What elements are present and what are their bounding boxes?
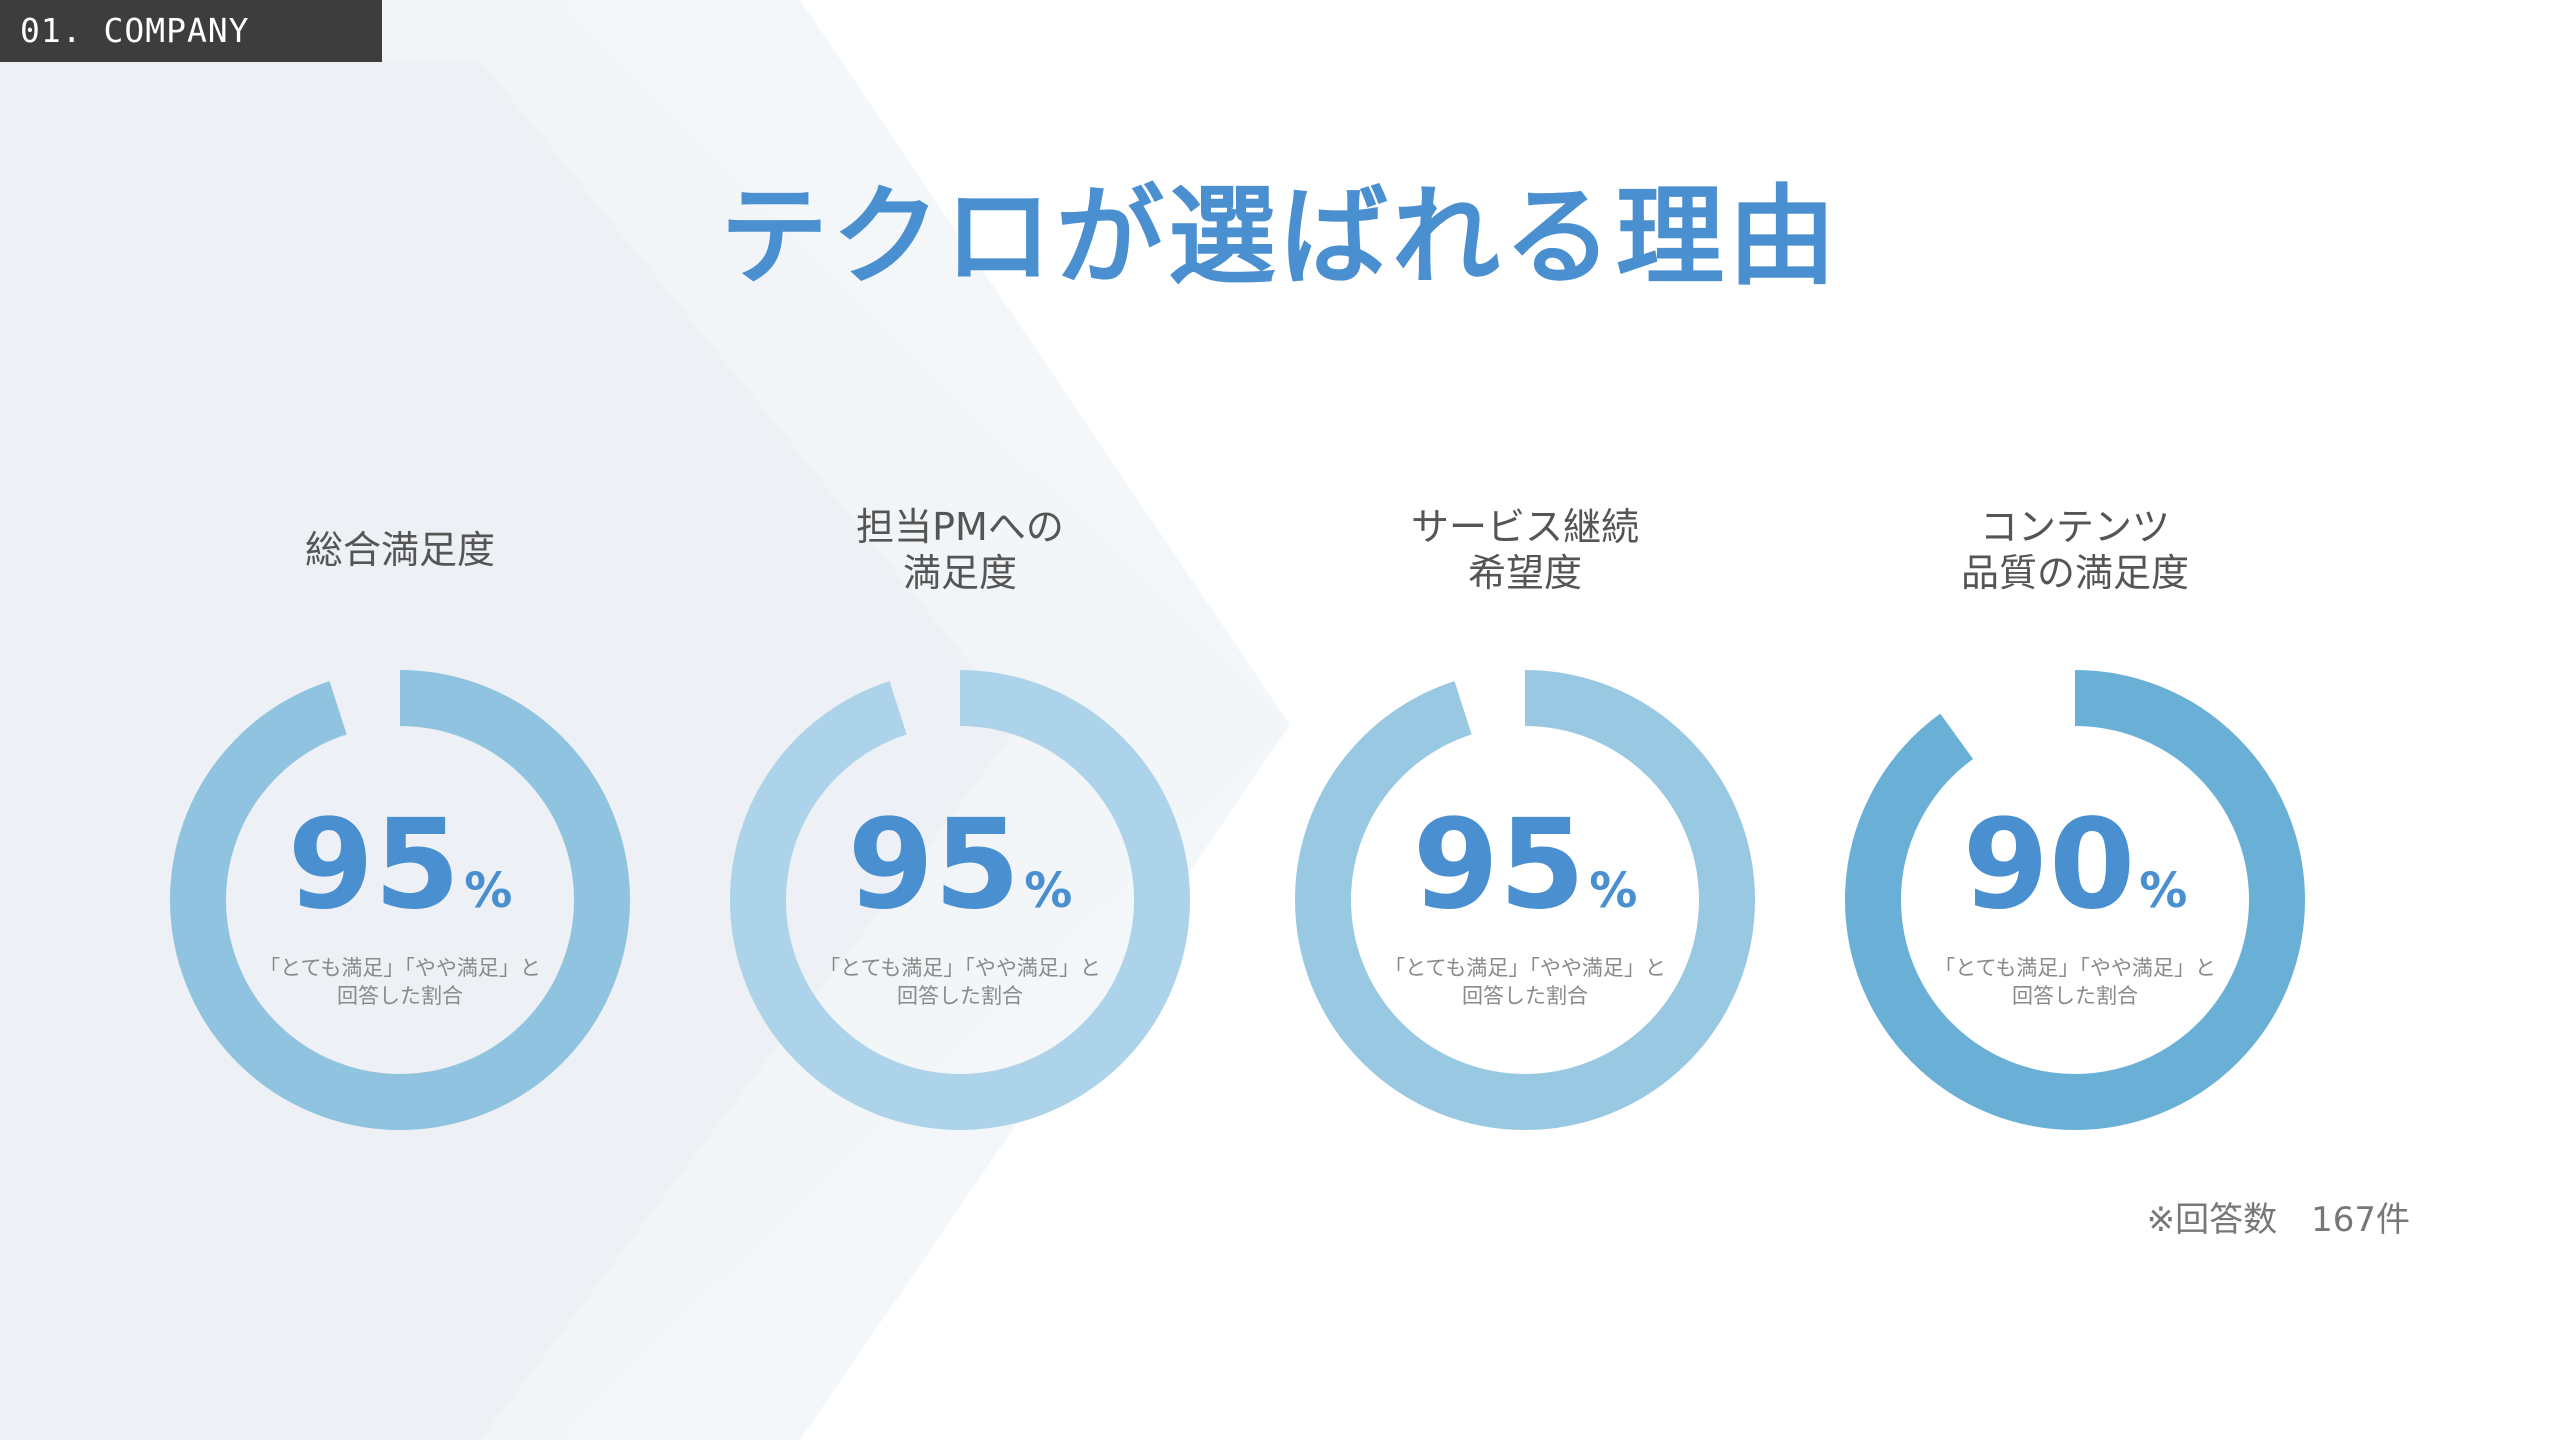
donut-arc xyxy=(1845,670,2305,1130)
gauge-3: サービス継続 希望度 95% 「とても満足」「やや満足」と 回答した割合 xyxy=(1245,490,1805,1150)
gauge-value-unit: % xyxy=(1024,863,1073,919)
donut-ring xyxy=(1295,670,1755,1130)
donut-ring xyxy=(730,670,1190,1130)
gauge-note-line: 回答した割合 xyxy=(897,984,1023,1008)
gauge-note: 「とても満足」「やや満足」と 回答した割合 xyxy=(1925,954,2225,1010)
gauge-value: 95% xyxy=(120,800,680,956)
donut-arc xyxy=(1295,670,1755,1130)
gauge-label-line: サービス継続 xyxy=(1410,505,1639,549)
gauge-note-line: 回答した割合 xyxy=(2012,984,2138,1008)
gauge-label: 総合満足度 xyxy=(120,490,680,610)
donut-arc xyxy=(730,670,1190,1130)
gauge-label-line: 希望度 xyxy=(1467,551,1582,595)
gauge-note-line: 「とても満足」「やや満足」と xyxy=(819,956,1101,980)
gauge-label-line: 総合満足度 xyxy=(304,528,495,572)
gauge-value-number: 95 xyxy=(847,793,1021,937)
gauge-value-unit: % xyxy=(1589,863,1638,919)
donut-ring xyxy=(170,670,630,1130)
gauge-4: コンテンツ 品質の満足度 90% 「とても満足」「やや満足」と 回答した割合 xyxy=(1795,490,2355,1150)
gauge-value-unit: % xyxy=(464,863,513,919)
gauge-label: コンテンツ 品質の満足度 xyxy=(1795,490,2355,610)
response-count-note: ※回答数 167件 xyxy=(2146,1200,2410,1240)
gauge-note: 「とても満足」「やや満足」と 回答した割合 xyxy=(1375,954,1675,1010)
gauge-label-line: 満足度 xyxy=(902,551,1017,595)
gauge-note-line: 回答した割合 xyxy=(1462,984,1588,1008)
gauge-note: 「とても満足」「やや満足」と 回答した割合 xyxy=(250,954,550,1010)
gauge-note: 「とても満足」「やや満足」と 回答した割合 xyxy=(810,954,1110,1010)
donut-ring xyxy=(1845,670,2305,1130)
section-tag: 01. COMPANY xyxy=(0,0,382,62)
gauge-value: 95% xyxy=(680,800,1240,956)
gauge-value-number: 95 xyxy=(1412,793,1586,937)
donut-arc xyxy=(170,670,630,1130)
gauge-note-line: 「とても満足」「やや満足」と xyxy=(1384,956,1666,980)
gauge-note-line: 「とても満足」「やや満足」と xyxy=(1934,956,2216,980)
gauge-value: 90% xyxy=(1795,800,2355,956)
gauge-label-line: 担当PMへの xyxy=(856,505,1064,549)
gauge-note-line: 回答した割合 xyxy=(337,984,463,1008)
gauge-value-unit: % xyxy=(2139,863,2188,919)
gauge-note-line: 「とても満足」「やや満足」と xyxy=(259,956,541,980)
gauge-label: 担当PMへの 満足度 xyxy=(680,490,1240,610)
gauge-value-number: 95 xyxy=(287,793,461,937)
gauge-label-line: コンテンツ xyxy=(1979,505,2170,549)
gauge-1: 総合満足度 95% 「とても満足」「やや満足」と 回答した割合 xyxy=(120,490,680,1150)
gauge-value: 95% xyxy=(1245,800,1805,956)
gauge-label-line: 品質の満足度 xyxy=(1960,551,2189,595)
gauge-2: 担当PMへの 満足度 95% 「とても満足」「やや満足」と 回答した割合 xyxy=(680,490,1240,1150)
page-title: テクロが選ばれる理由 xyxy=(719,175,1840,300)
gauge-value-number: 90 xyxy=(1962,793,2136,937)
gauge-label: サービス継続 希望度 xyxy=(1245,490,1805,610)
